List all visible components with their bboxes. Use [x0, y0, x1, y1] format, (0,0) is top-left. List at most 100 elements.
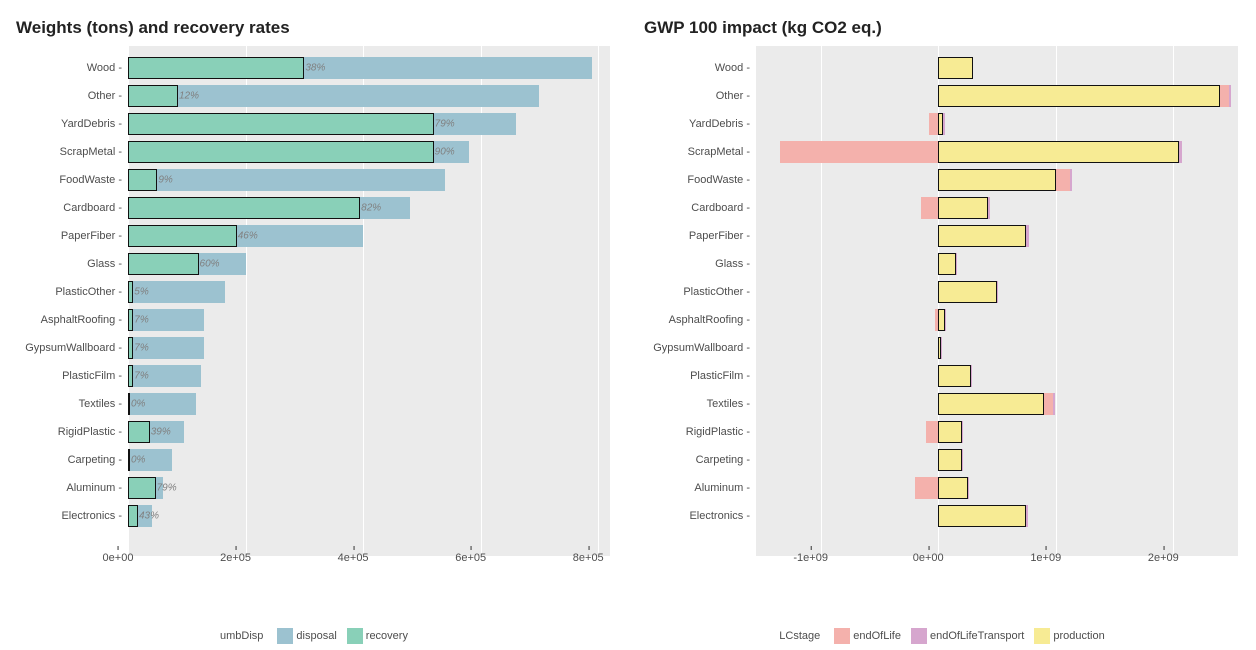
- bar-production: [938, 281, 997, 303]
- legend-label-production: production: [1053, 630, 1104, 642]
- chart-row: Textiles: [756, 390, 1238, 418]
- recovery-pct-label: 9%: [158, 175, 172, 186]
- bar-production: [938, 505, 1026, 527]
- bar-endoflifetransport: [971, 365, 972, 387]
- chart-row: Carpeting0%: [128, 446, 610, 474]
- chart-row: PaperFiber: [756, 222, 1238, 250]
- chart-row: Electronics: [756, 502, 1238, 530]
- chart-row: ScrapMetal: [756, 138, 1238, 166]
- chart-row: Aluminum79%: [128, 474, 610, 502]
- legend-item-endoflifetransport: endOfLifeTransport: [911, 628, 1024, 644]
- legend-item-recovery: recovery: [347, 628, 408, 644]
- bar-production: [938, 477, 967, 499]
- swatch-endoflife: [834, 628, 850, 644]
- recovery-pct-label: 38%: [305, 63, 325, 74]
- y-label: ScrapMetal: [688, 146, 750, 158]
- x-tick-label: 0e+00: [913, 552, 944, 564]
- recovery-pct-label: 79%: [157, 483, 177, 494]
- bar-production: [938, 225, 1026, 247]
- left-x-axis: 0e+002e+054e+056e+058e+05: [118, 552, 620, 576]
- chart-row: PlasticOther: [756, 278, 1238, 306]
- left-legend-title: umbDisp: [220, 630, 263, 642]
- bar-endoflifetransport: [945, 309, 946, 331]
- bar-endoflifetransport: [988, 197, 990, 219]
- chart-row: PlasticFilm: [756, 362, 1238, 390]
- bar-recovery: 7%: [128, 365, 133, 387]
- bar-endoflife: [780, 141, 939, 163]
- chart-row: PaperFiber46%: [128, 222, 610, 250]
- y-label: YardDebris: [61, 118, 122, 130]
- legend-label-disposal: disposal: [296, 630, 336, 642]
- y-label: Glass: [715, 258, 750, 270]
- chart-row: FoodWaste9%: [128, 166, 610, 194]
- recovery-pct-label: 7%: [134, 343, 148, 354]
- bar-endoflifetransport: [962, 449, 963, 471]
- bar-production: [938, 141, 1179, 163]
- chart-row: Glass: [756, 250, 1238, 278]
- bar-endoflifetransport: [1026, 505, 1027, 527]
- bar-recovery: 7%: [128, 309, 133, 331]
- recovery-pct-label: 90%: [435, 147, 455, 158]
- y-label: AsphaltRoofing: [41, 314, 122, 326]
- bar-recovery: 5%: [128, 281, 133, 303]
- bar-endoflife: [929, 113, 938, 135]
- y-label: Cardboard: [63, 202, 122, 214]
- bar-production: [938, 253, 956, 275]
- bar-endoflifetransport: [1229, 85, 1231, 107]
- y-label: Carpeting: [696, 454, 750, 466]
- y-label: Aluminum: [66, 482, 122, 494]
- chart-row: Textiles0%: [128, 390, 610, 418]
- chart-row: GypsumWallboard7%: [128, 334, 610, 362]
- y-label: Glass: [87, 258, 122, 270]
- x-tick-label: 1e+09: [1030, 552, 1061, 564]
- bar-production: [938, 169, 1056, 191]
- bar-recovery: 9%: [128, 169, 157, 191]
- recovery-pct-label: 79%: [435, 119, 455, 130]
- bar-production: [938, 309, 945, 331]
- x-tick-label: 2e+09: [1148, 552, 1179, 564]
- chart-row: Other: [756, 82, 1238, 110]
- bar-endoflife: [1220, 85, 1228, 107]
- x-tick-label: 6e+05: [455, 552, 486, 564]
- recovery-pct-label: 43%: [139, 511, 159, 522]
- y-label: YardDebris: [689, 118, 750, 130]
- y-label: PaperFiber: [689, 230, 750, 242]
- recovery-pct-label: 7%: [134, 371, 148, 382]
- recovery-pct-label: 7%: [134, 315, 148, 326]
- chart-row: Glass60%: [128, 250, 610, 278]
- y-label: RigidPlastic: [58, 426, 122, 438]
- bar-endoflifetransport: [943, 113, 945, 135]
- legend-item-disposal: disposal: [277, 628, 336, 644]
- recovery-pct-label: 0%: [131, 399, 145, 410]
- swatch-endoflifetransport: [911, 628, 927, 644]
- bar-production: [938, 85, 1220, 107]
- bar-endoflifetransport: [1070, 169, 1072, 191]
- left-legend: umbDisp disposal recovery: [0, 628, 628, 644]
- bar-endoflifetransport: [1179, 141, 1181, 163]
- bar-endoflife: [921, 197, 939, 219]
- bar-disposal: [128, 169, 445, 191]
- y-label: Cardboard: [691, 202, 750, 214]
- bar-endoflifetransport: [997, 281, 998, 303]
- y-label: RigidPlastic: [686, 426, 750, 438]
- chart-row: YardDebris79%: [128, 110, 610, 138]
- right-title: GWP 100 impact (kg CO2 eq.): [644, 18, 1246, 38]
- bar-production: [938, 449, 962, 471]
- left-title: Weights (tons) and recovery rates: [16, 18, 618, 38]
- chart-row: AsphaltRoofing7%: [128, 306, 610, 334]
- chart-row: Cardboard82%: [128, 194, 610, 222]
- bar-production: [938, 393, 1044, 415]
- bar-recovery: 0%: [128, 449, 130, 471]
- y-label: Electronics: [689, 510, 750, 522]
- recovery-pct-label: 0%: [131, 455, 145, 466]
- bar-endoflifetransport: [968, 477, 969, 499]
- bar-recovery: 38%: [128, 57, 304, 79]
- y-label: PlasticFilm: [690, 370, 750, 382]
- chart-row: Aluminum: [756, 474, 1238, 502]
- y-label: Wood: [87, 62, 122, 74]
- y-label: Other: [88, 90, 122, 102]
- chart-row: FoodWaste: [756, 166, 1238, 194]
- chart-row: Carpeting: [756, 446, 1238, 474]
- bar-endoflifetransport: [956, 253, 957, 275]
- x-tick-label: 2e+05: [220, 552, 251, 564]
